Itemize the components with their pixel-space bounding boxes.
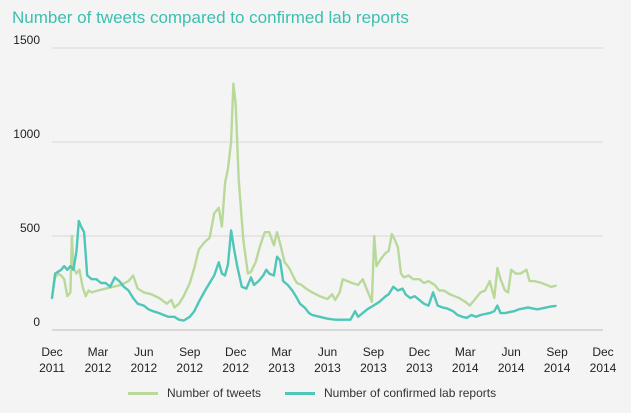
legend-label-lab-reports: Number of confirmed lab reports: [324, 386, 497, 400]
legend-swatch-lab-reports: [285, 391, 315, 395]
x-tick-label-month: Dec: [409, 345, 430, 359]
legend-label-tweets: Number of tweets: [167, 386, 262, 400]
legend-item-tweets: Number of tweets: [128, 386, 261, 400]
x-tick-label-month: Sep: [363, 345, 385, 359]
series-line-lab-reports: [50, 219, 557, 322]
x-tick-label-year: 2012: [85, 361, 112, 375]
x-tick-label-year: 2013: [314, 361, 341, 375]
x-tick-label-month: Dec: [592, 345, 613, 359]
x-tick-label-year: 2014: [498, 361, 525, 375]
x-tick-label-year: 2014: [590, 361, 617, 375]
x-tick-label-month: Mar: [271, 345, 292, 359]
x-tick-label-year: 2014: [452, 361, 479, 375]
x-tick-label-month: Jun: [501, 345, 520, 359]
x-tick-label-year: 2014: [544, 361, 571, 375]
x-tick-label-month: Mar: [455, 345, 476, 359]
x-tick-label-year: 2012: [222, 361, 249, 375]
y-tick-label: 1000: [13, 127, 40, 141]
x-tick-label-year: 2011: [39, 361, 65, 375]
x-tick-label-year: 2012: [176, 361, 203, 375]
x-tick-label-month: Sep: [546, 345, 568, 359]
x-tick-label-year: 2013: [360, 361, 387, 375]
x-tick-label-month: Dec: [225, 345, 246, 359]
x-tick-label-month: Dec: [41, 345, 62, 359]
x-tick-label-month: Sep: [179, 345, 201, 359]
y-tick-label: 1500: [13, 33, 40, 47]
chart-title: Number of tweets compared to confirmed l…: [12, 8, 409, 27]
legend-swatch-tweets: [128, 391, 158, 395]
x-tick-label-year: 2013: [406, 361, 433, 375]
x-tick-label-month: Mar: [88, 345, 109, 359]
y-tick-label: 0: [33, 315, 40, 329]
legend-item-lab-reports: Number of confirmed lab reports: [285, 386, 496, 400]
x-tick-label-month: Jun: [134, 345, 153, 359]
series-line-tweets: [50, 82, 557, 309]
x-tick-label-month: Jun: [318, 345, 337, 359]
y-tick-label: 500: [20, 221, 40, 235]
x-tick-label-year: 2012: [130, 361, 157, 375]
x-tick-label-year: 2013: [268, 361, 295, 375]
